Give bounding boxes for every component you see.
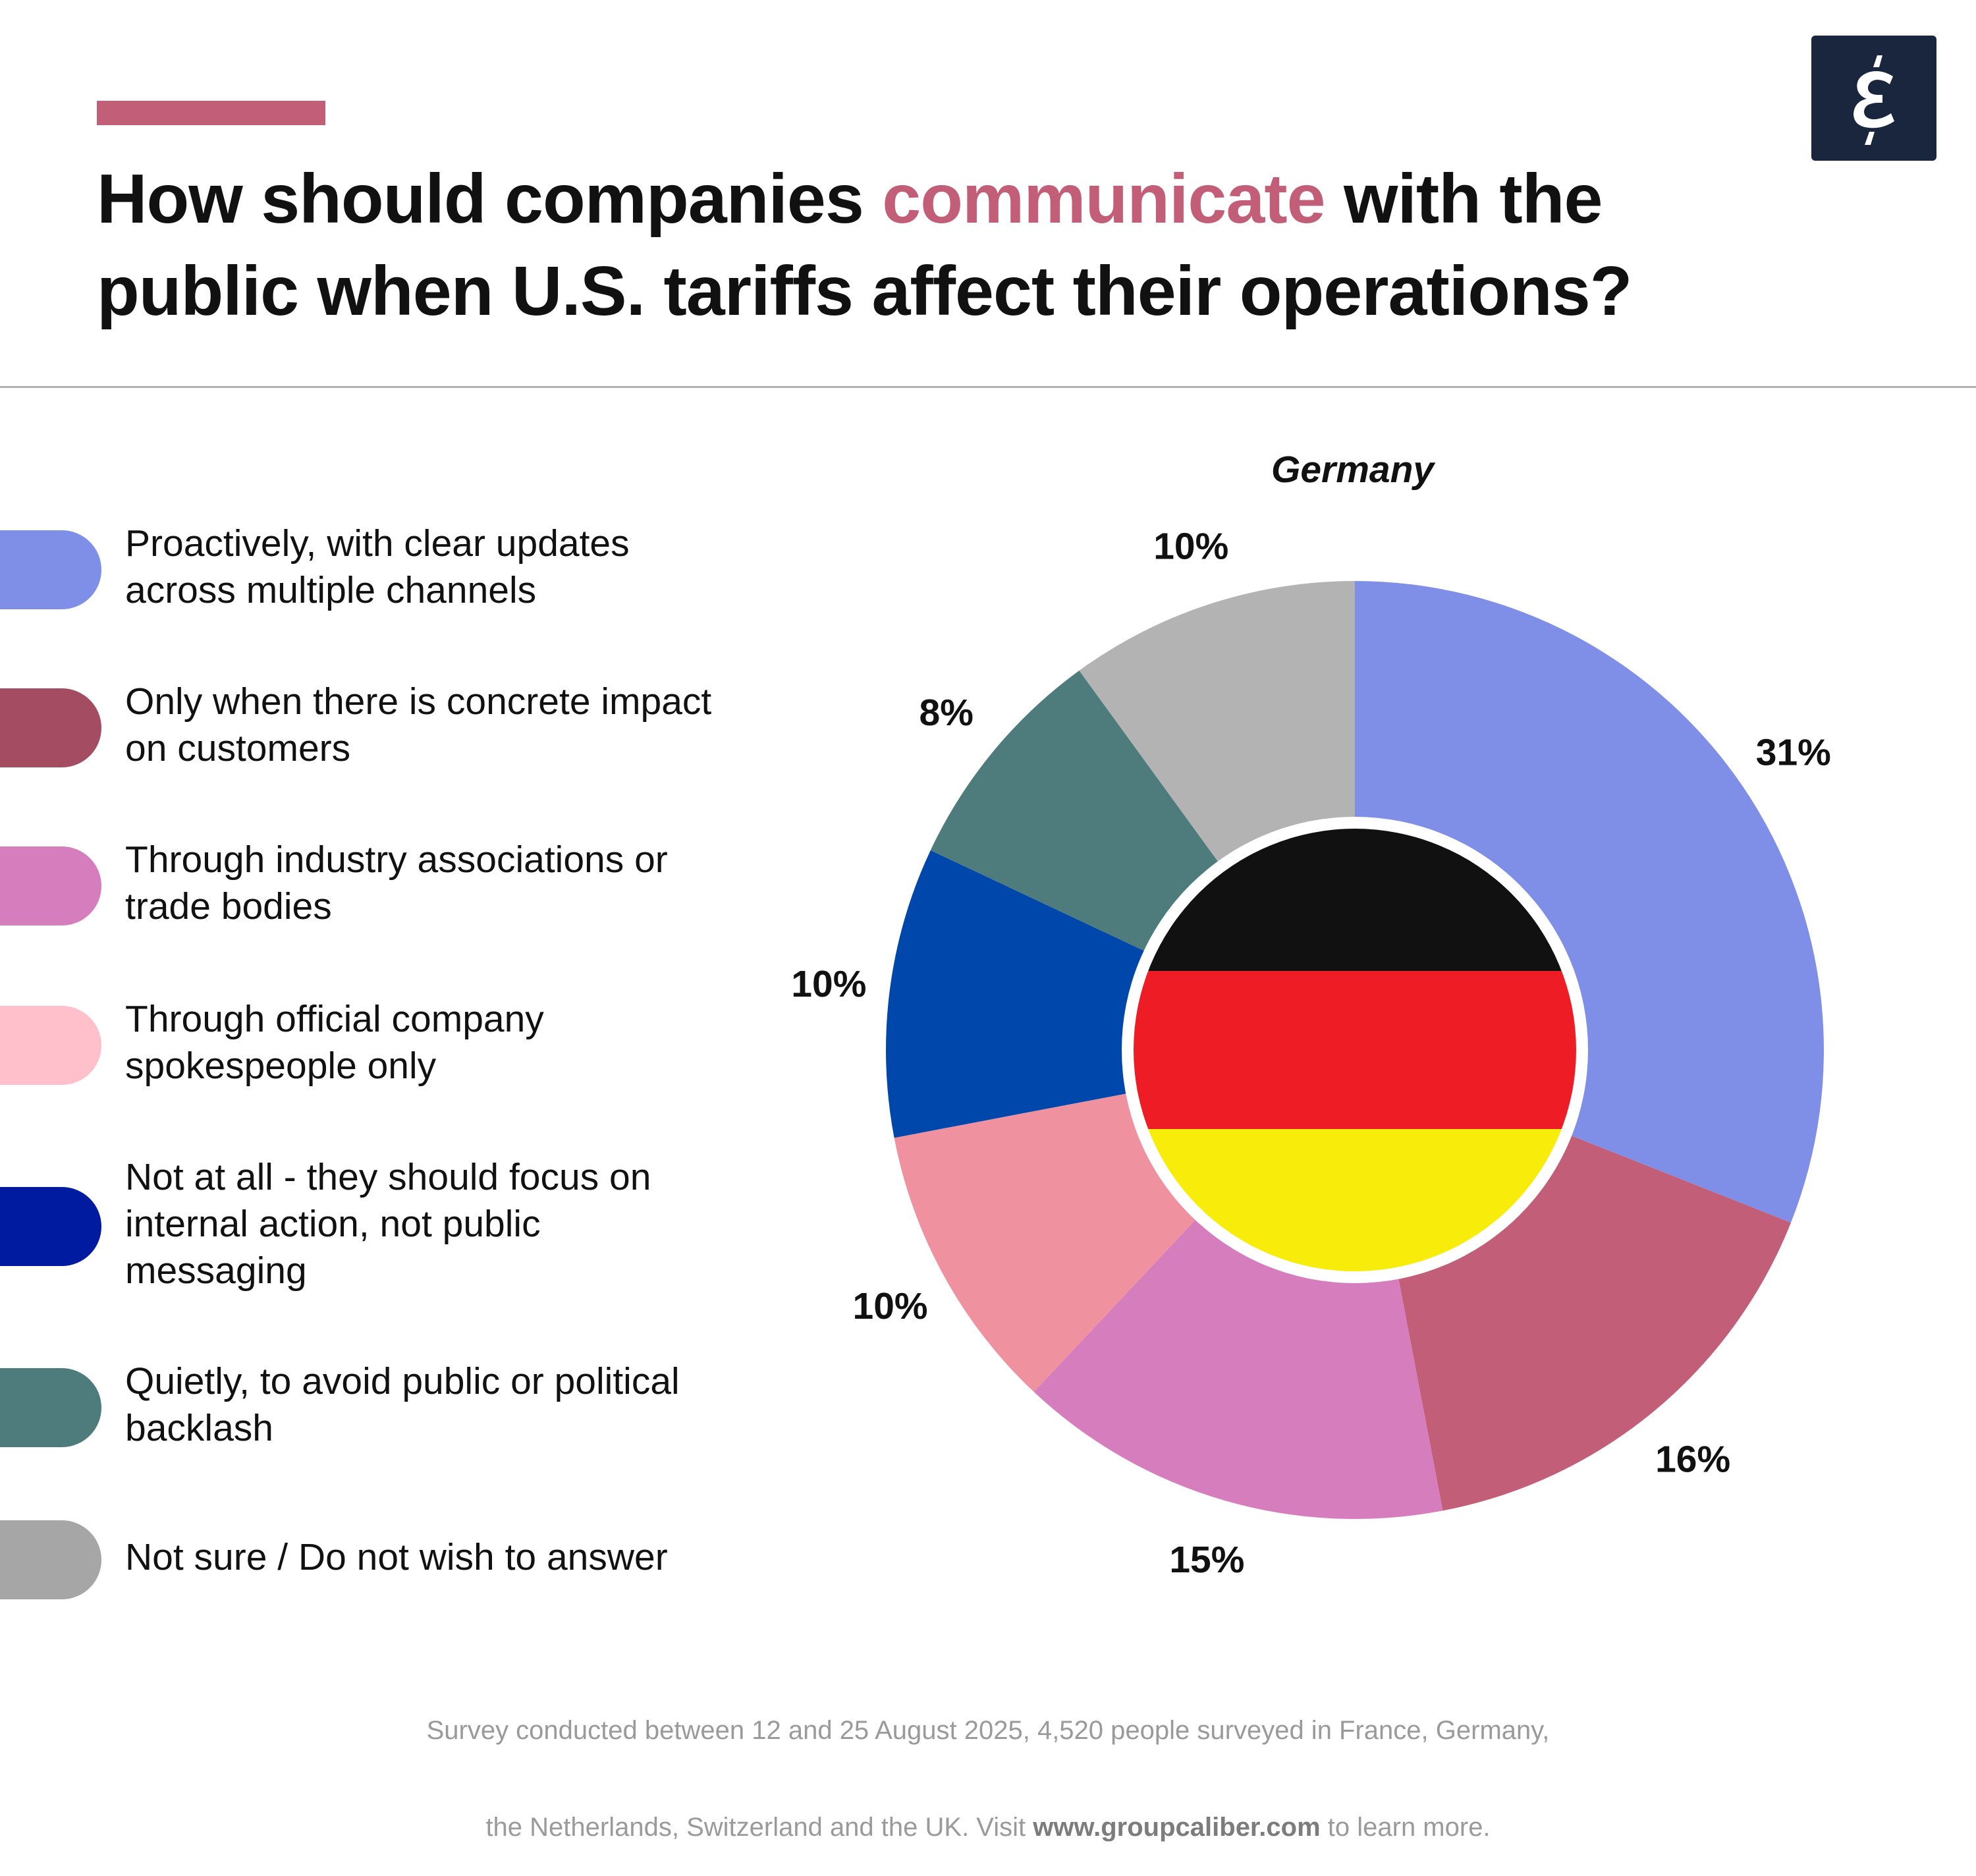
title-text-end: with the public when U.S. tariffs affect… <box>97 160 1632 330</box>
legend-swatch <box>0 530 101 609</box>
footer-text-end: to learn more. <box>1320 1813 1491 1842</box>
legend-label: Proactively, with clear updates across m… <box>125 522 630 611</box>
legend-item <box>0 530 101 609</box>
slice-label: 10% <box>791 963 866 1005</box>
legend-label: Through official company spokespeople on… <box>125 998 544 1087</box>
title-highlight: communicate <box>882 160 1325 238</box>
divider <box>0 386 1976 388</box>
epsilon-logo-icon <box>1811 36 1936 161</box>
slice-label: 10% <box>853 1285 928 1327</box>
chart-title: How should companies communicate with th… <box>97 153 1809 337</box>
legend-label: Only when there is concrete impact on cu… <box>125 680 712 769</box>
flag-stripe <box>1134 971 1576 1129</box>
legend-label: Not at all - they should focus on intern… <box>125 1155 651 1292</box>
accent-bar <box>97 101 325 125</box>
slice-label: 31% <box>1756 732 1831 774</box>
slice-label: 10% <box>1153 525 1228 567</box>
footer-link[interactable]: www.groupcaliber.com <box>1033 1813 1321 1842</box>
pie-title: Germany <box>1271 449 1435 491</box>
legend-swatch <box>0 688 101 767</box>
legend-item <box>0 1368 101 1447</box>
slice-label: 16% <box>1655 1438 1730 1480</box>
slice-label: 15% <box>1169 1539 1244 1581</box>
slice-label: 8% <box>919 692 974 734</box>
legend-item <box>0 1006 101 1085</box>
germany-flag-icon <box>1134 829 1576 1271</box>
legend-item <box>0 846 101 925</box>
footer-line2: the Netherlands, Switzerland and the UK.… <box>0 1811 1976 1844</box>
legend-label: Not sure / Do not wish to answer <box>125 1535 668 1578</box>
legend-item <box>0 688 101 767</box>
footer-text: the Netherlands, Switzerland and the UK.… <box>485 1813 1033 1842</box>
legend-swatch <box>0 1368 101 1447</box>
legend-swatch <box>0 1520 101 1599</box>
legend-item <box>0 1520 101 1599</box>
donut-chart: 31% 16% 15% 10% 10% 8% 10% <box>791 525 1831 1581</box>
legend-swatch <box>0 846 101 925</box>
legend-label: Through industry associations or trade b… <box>125 839 668 927</box>
footer-line1: Survey conducted between 12 and 25 Augus… <box>426 1716 1550 1745</box>
legend-label: Quietly, to avoid public or political ba… <box>125 1360 680 1449</box>
legend-swatch <box>0 1006 101 1085</box>
title-text: How should companies <box>97 160 883 238</box>
legend-swatch <box>0 1187 101 1266</box>
legend-item <box>0 1187 101 1266</box>
footer-note: Survey conducted between 12 and 25 Augus… <box>0 1650 1976 1876</box>
